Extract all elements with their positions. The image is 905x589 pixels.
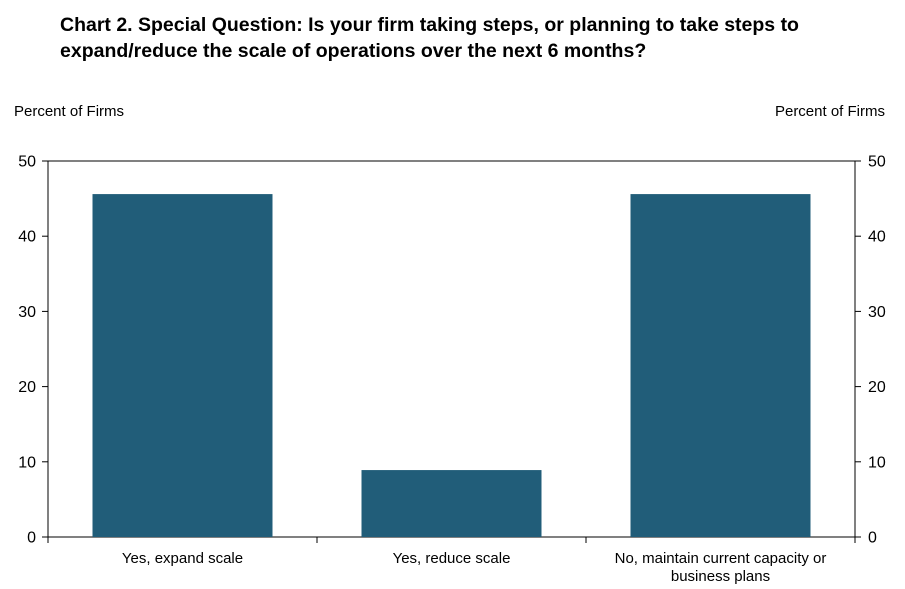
y-tick-label-right-1: 10	[868, 454, 886, 471]
x-category-label-1-0: Yes, reduce scale	[393, 550, 511, 567]
chart-title-line-2: expand/reduce the scale of operations ov…	[60, 40, 647, 62]
y-tick-label-left-1: 10	[18, 454, 36, 471]
bar-2	[630, 194, 811, 537]
y-tick-label-left-4: 40	[18, 229, 36, 246]
bar-0	[92, 194, 273, 537]
x-category-label-0-0: Yes, expand scale	[122, 550, 243, 567]
x-category-label-2-0: No, maintain current capacity or	[615, 550, 827, 567]
chart-title-line-1: Chart 2. Special Question: Is your firm …	[60, 14, 799, 36]
y-tick-label-right-2: 20	[868, 379, 886, 396]
y-tick-label-left-2: 20	[18, 379, 36, 396]
y-axis-label-left: Percent of Firms	[14, 103, 125, 120]
y-tick-label-right-3: 30	[868, 304, 886, 321]
bar-1	[361, 470, 542, 537]
y-tick-label-right-4: 40	[868, 229, 886, 246]
y-tick-label-right-0: 0	[868, 530, 877, 547]
y-tick-label-right-5: 50	[868, 154, 886, 171]
y-tick-label-left-5: 50	[18, 154, 36, 171]
y-tick-label-left-3: 30	[18, 304, 36, 321]
x-category-label-2-1: business plans	[671, 568, 770, 585]
y-tick-label-left-0: 0	[27, 530, 36, 547]
y-axis-label-right: Percent of Firms	[774, 103, 885, 120]
chart-title: Chart 2. Special Question: Is your firm …	[60, 12, 860, 64]
